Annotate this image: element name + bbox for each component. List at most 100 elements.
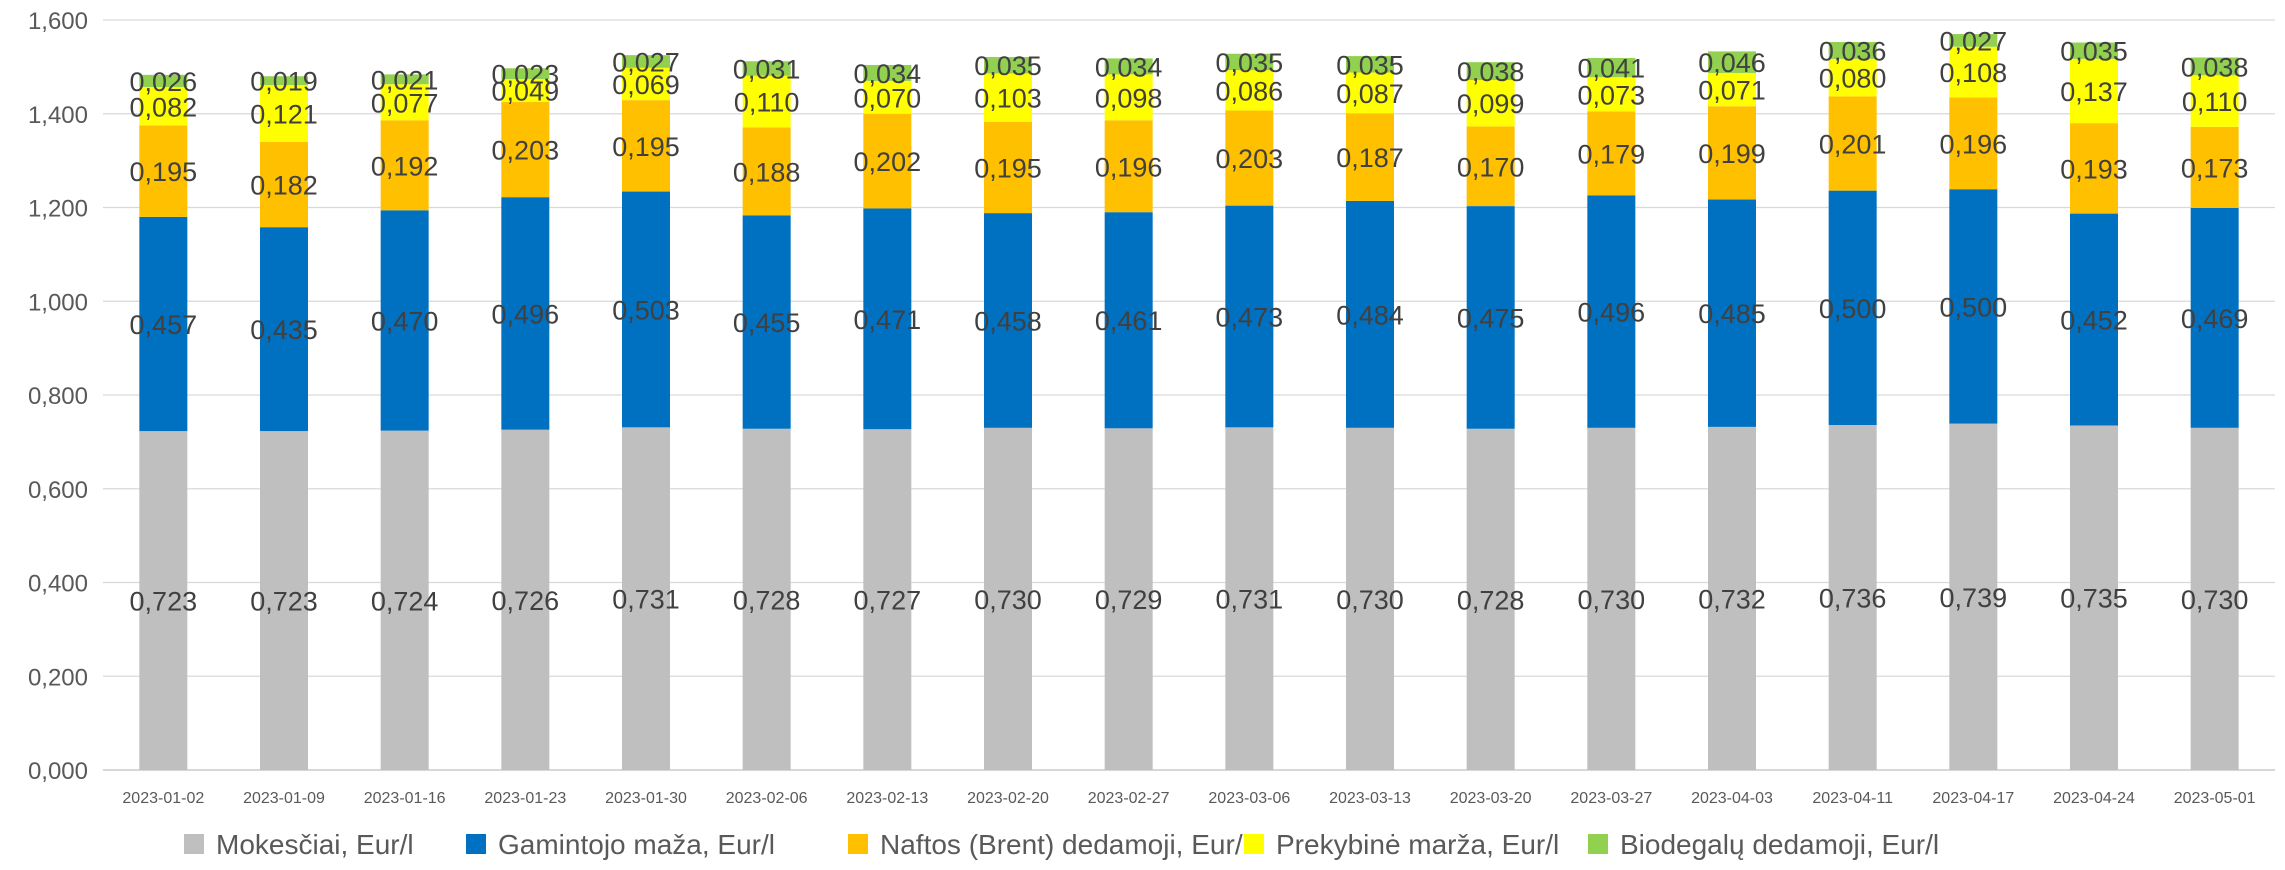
bar-segment: [1104, 120, 1153, 213]
data-label: 0,503: [612, 295, 680, 325]
bar-segment: [1949, 46, 1998, 98]
data-label: 0,110: [734, 88, 800, 118]
bar-segment: [1346, 427, 1394, 770]
data-label: 0,473: [1216, 302, 1284, 332]
data-label: 0,732: [1698, 584, 1766, 614]
bar-segment: [1828, 190, 1877, 425]
x-tick-label: 2023-02-06: [726, 790, 808, 807]
bar-segment: [622, 100, 670, 192]
legend-label: Gamintojo maža, Eur/l: [498, 829, 775, 860]
data-label: 0,484: [1336, 300, 1404, 330]
data-label: 0,196: [1095, 152, 1163, 182]
bar-segment: [863, 208, 912, 430]
bar-segment: [139, 431, 188, 770]
bar-segment: [2190, 427, 2239, 770]
bar-segment: [139, 125, 188, 217]
bar-segment: [742, 428, 791, 770]
bar-segment: [742, 127, 791, 216]
bar-segment: [2070, 123, 2118, 214]
bar-segment: [1466, 428, 1515, 770]
bar-segment: [501, 102, 550, 198]
bar-segment: [2070, 58, 2118, 124]
bar-segment: [984, 121, 1032, 214]
data-label: 0,187: [1336, 143, 1404, 173]
bar-segment: [260, 431, 308, 770]
data-label: 0,069: [612, 70, 680, 100]
data-label: 0,470: [371, 306, 439, 336]
data-label: 0,193: [2060, 154, 2128, 184]
data-label: 0,173: [2181, 153, 2249, 183]
bar-segment: [1104, 58, 1153, 75]
bar-segment: [380, 74, 429, 85]
bar-segment: [1949, 189, 1998, 424]
data-label: 0,202: [854, 147, 922, 177]
bar-segment: [2070, 42, 2118, 59]
bar-segment: [139, 87, 188, 126]
data-label: 0,455: [733, 308, 801, 338]
data-label: 0,201: [1819, 130, 1887, 160]
data-label: 0,435: [250, 315, 318, 345]
data-label: 0,735: [2060, 584, 2128, 614]
bar-segment: [984, 213, 1032, 428]
data-label: 0,179: [1578, 139, 1646, 169]
data-label: 0,038: [1457, 57, 1525, 87]
data-label: 0,035: [2060, 37, 2128, 67]
y-tick-label: 1,000: [28, 289, 88, 316]
data-label: 0,485: [1698, 299, 1766, 329]
data-label: 0,727: [854, 586, 922, 616]
bar-segment: [1708, 426, 1756, 770]
bar-segment: [501, 429, 550, 770]
data-label: 0,203: [492, 136, 560, 166]
x-tick-label: 2023-02-13: [846, 790, 928, 807]
data-label: 0,728: [1457, 585, 1525, 615]
data-label: 0,731: [1216, 585, 1284, 615]
bar-segment: [1828, 42, 1877, 59]
bar-segment: [1828, 58, 1877, 97]
bar-segment: [2190, 207, 2239, 428]
legend-swatch: [184, 834, 204, 854]
data-label: 0,736: [1819, 584, 1887, 614]
data-label: 0,019: [250, 67, 318, 97]
data-label: 0,108: [1940, 58, 2008, 88]
data-label: 0,073: [1578, 80, 1646, 110]
bar-segment: [2070, 213, 2118, 426]
bar-segment: [501, 79, 550, 103]
legend-label: Prekybinė marža, Eur/l: [1276, 829, 1559, 860]
x-tick-label: 2023-01-16: [364, 790, 446, 807]
x-tick-label: 2023-04-17: [1932, 790, 2014, 807]
y-tick-label: 1,400: [28, 102, 88, 129]
data-label: 0,070: [854, 83, 922, 113]
bar-segment: [863, 429, 912, 770]
bar-segment: [1828, 425, 1877, 770]
x-tick-label: 2023-03-27: [1570, 790, 1652, 807]
bar-segment: [1949, 97, 1998, 190]
legend: Mokesčiai, Eur/l Gamintojo maža, Eur/l Naf…: [184, 829, 1939, 860]
bar-segment: [1949, 34, 1998, 47]
bar-segment: [380, 430, 429, 770]
data-label: 0,475: [1457, 303, 1525, 333]
bar-segment: [622, 67, 670, 101]
bar-segment: [863, 113, 912, 209]
data-label: 0,452: [2060, 306, 2128, 336]
data-label: 0,110: [2182, 87, 2248, 117]
data-label: 0,035: [1336, 50, 1404, 80]
bar-segment: [1346, 72, 1394, 114]
x-tick-label: 2023-03-20: [1450, 790, 1532, 807]
y-tick-label: 0,400: [28, 571, 88, 598]
data-label: 0,046: [1698, 48, 1766, 78]
data-label: 0,728: [733, 585, 801, 615]
legend-swatch: [848, 834, 868, 854]
bar-segment: [1708, 199, 1756, 427]
bar-segment: [2190, 57, 2239, 76]
bar-segment: [622, 427, 670, 770]
bar-segment: [501, 197, 550, 430]
data-label: 0,195: [130, 157, 198, 187]
data-label: 0,098: [1095, 83, 1163, 113]
x-tick-label: 2023-01-30: [605, 790, 687, 807]
bar-segment: [863, 80, 912, 114]
data-label: 0,170: [1457, 152, 1525, 182]
gridlines: [103, 19, 2275, 771]
legend-swatch: [466, 834, 486, 854]
data-label: 0,038: [2181, 52, 2249, 82]
